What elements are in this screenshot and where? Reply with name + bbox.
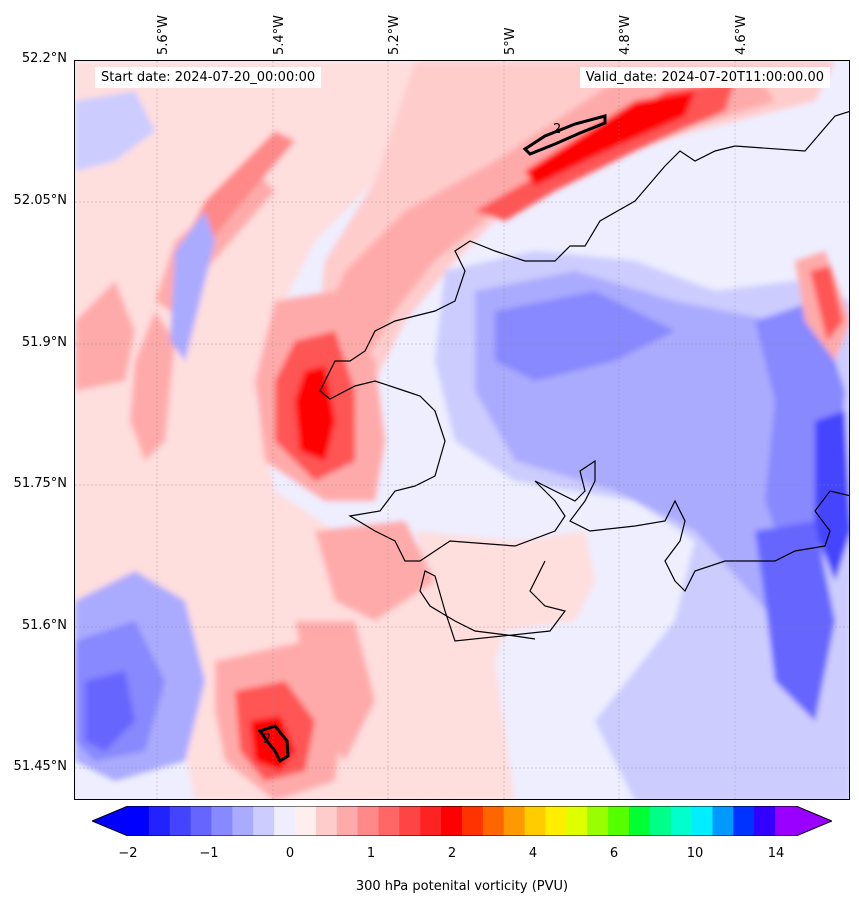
colorbar-swatch [691,806,713,836]
lat-label-51.9n: 51.9°N [21,335,67,350]
colorbar-swatch [295,806,317,836]
colorbar-tick-6: 6 [609,846,619,861]
pv-contour-field: 2 2 [75,61,849,799]
colorbar-label: 300 hPa potenital vorticity (PVU) [355,879,569,894]
colorbar-swatch [566,806,588,836]
colorbar-swatch [503,806,526,836]
colorbar-swatch [649,806,672,836]
colorbar-swatch [524,806,546,836]
colorbar-tick-neg2: −2 [118,846,138,861]
valid-date-label: Valid_date: 2024-07-20T11:00:00.00 [579,67,830,88]
colorbar-swatch [712,806,734,836]
colorbar-tick-14: 14 [767,846,785,861]
colorbar-swatch [670,806,693,836]
colorbar-swatch [754,806,776,836]
colorbar-swatch [211,806,233,836]
lon-label-4.6w: 4.6°W [734,14,749,55]
colorbar-tick-1: 1 [366,846,376,861]
colorbar-swatch [148,806,171,836]
colorbar-swatch [274,806,296,836]
colorbar-swatch [482,806,505,836]
colorbar-tick-neg1: −1 [199,846,219,861]
colorbar-swatch [733,806,755,836]
colorbar-swatch [315,806,338,836]
colorbar-swatch [775,806,797,836]
lon-label-5.2w: 5.2°W [387,14,402,55]
colorbar-tick-4: 4 [528,846,538,861]
lon-label-5.6w: 5.6°W [156,14,171,55]
lon-label-5w: 5°W [503,27,518,55]
colorbar-swatch [336,806,359,836]
colorbar-swatch [420,806,442,836]
colorbar-swatch [378,806,400,836]
colorbar-swatch [462,806,484,836]
coastline [319,110,849,642]
colorbar-swatch [253,806,275,836]
map-panel: 2 2 [74,60,850,800]
gridlines [75,61,849,799]
start-date-label: Start date: 2024-07-20_00:00:00 [95,67,322,88]
colorbar-swatch [441,806,463,836]
colorbar-swatch [587,806,609,836]
colorbar-swatch [357,806,379,836]
lat-label-52.05n: 52.05°N [13,193,67,208]
lat-label-52.2n: 52.2°N [21,51,67,66]
colorbar-swatch [608,806,630,836]
colorbar-swatch [169,806,192,836]
colorbar-swatch [190,806,212,836]
contour-label-2-bottom: 2 [263,732,271,747]
colorbar-extend-low [92,806,128,836]
lat-label-51.6n: 51.6°N [21,618,67,633]
colorbar-swatch [629,806,651,836]
colorbar-tick-0: 0 [285,846,295,861]
colorbar-swatch [232,806,254,836]
colorbar-swatch [545,806,567,836]
colorbar-extend-high [796,806,832,836]
colorbar-tick-2: 2 [447,846,457,861]
lon-label-4.8w: 4.8°W [618,14,633,55]
lat-label-51.75n: 51.75°N [13,476,67,491]
colorbar [92,806,832,836]
colorbar-swatch [399,806,421,836]
contour-label-2-top: 2 [553,122,561,137]
colorbar-swatch [128,806,150,836]
lon-label-5.4w: 5.4°W [272,14,287,55]
lat-label-51.45n: 51.45°N [13,759,67,774]
colorbar-tick-10: 10 [686,846,704,861]
pv-2-contours [257,114,607,764]
